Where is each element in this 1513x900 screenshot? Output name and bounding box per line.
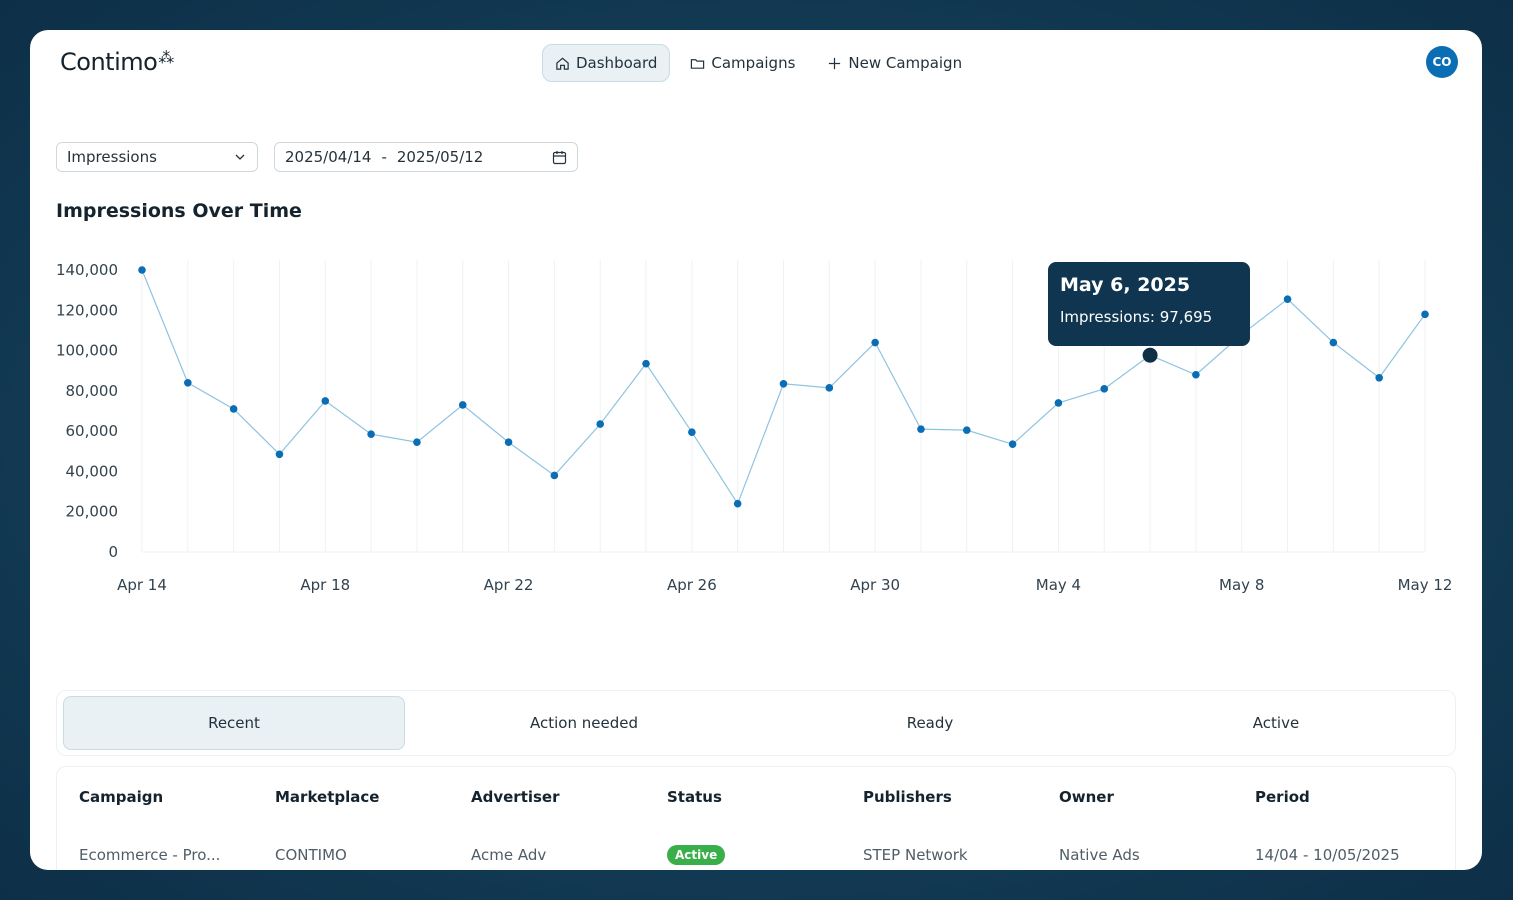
date-to: 2025/05/12: [396, 148, 484, 166]
tooltip-value: Impressions: 97,695: [1060, 308, 1213, 326]
nav-dashboard[interactable]: Dashboard: [542, 44, 671, 82]
data-point: [1100, 385, 1109, 393]
data-point: [962, 426, 971, 434]
data-point: [504, 438, 513, 447]
data-point: [1192, 370, 1200, 379]
cell-owner: Native Ads: [1059, 846, 1140, 864]
highlighted-point: [1142, 347, 1158, 363]
x-tick-label: May 4: [1036, 576, 1081, 594]
chart-tooltip: May 6, 2025 Impressions: 97,695: [1048, 262, 1250, 346]
data-point: [321, 397, 330, 405]
logo-text: Contimo: [60, 48, 158, 76]
data-point: [413, 438, 421, 447]
x-tick-label: Apr 18: [300, 576, 350, 594]
header-marketplace[interactable]: Marketplace: [275, 788, 380, 806]
table-header: Campaign Marketplace Advertiser Status P…: [57, 767, 1455, 827]
y-tick-label: 40,000: [66, 462, 119, 480]
data-point: [1054, 399, 1063, 407]
x-tick-label: Apr 14: [117, 576, 167, 594]
logo[interactable]: Contimo ⁂: [60, 47, 175, 77]
data-point: [871, 338, 879, 347]
cell-period: 14/04 - 10/05/2025: [1255, 846, 1400, 864]
cell-campaign[interactable]: Ecommerce - Pro...: [79, 846, 221, 864]
y-tick-label: 60,000: [66, 422, 119, 440]
nav-dashboard-label: Dashboard: [576, 54, 658, 72]
table-row[interactable]: Ecommerce - Pro... CONTIMO Acme Adv Acti…: [57, 827, 1455, 870]
tab-recent[interactable]: Recent: [63, 696, 405, 750]
calendar-icon[interactable]: [552, 150, 567, 165]
date-range-picker[interactable]: 2025/04/14 - 2025/05/12: [274, 142, 578, 172]
metric-select-value: Impressions: [67, 148, 157, 166]
cell-publishers: STEP Network: [863, 846, 968, 864]
data-point: [779, 380, 788, 388]
tooltip-date: May 6, 2025: [1060, 274, 1191, 296]
tab-active[interactable]: Active: [1252, 714, 1300, 732]
data-point: [825, 384, 834, 392]
data-point: [367, 430, 375, 438]
home-icon: [556, 57, 569, 70]
tab-action-needed[interactable]: Action needed: [530, 714, 638, 732]
cell-marketplace: CONTIMO: [275, 846, 347, 864]
data-point: [184, 379, 192, 387]
header-campaign[interactable]: Campaign: [79, 788, 164, 806]
avatar[interactable]: CO: [1426, 46, 1458, 78]
data-point: [1375, 373, 1383, 382]
data-point: [688, 428, 696, 436]
top-nav: Dashboard Campaigns New Campaign: [542, 44, 982, 82]
header-status[interactable]: Status: [667, 788, 722, 806]
x-tick-label: Apr 22: [484, 576, 534, 594]
cell-advertiser: Acme Adv: [471, 846, 547, 864]
header-advertiser[interactable]: Advertiser: [471, 788, 560, 806]
filters: Impressions 2025/04/14 - 2025/05/12: [56, 142, 578, 172]
logo-mark: ⁂: [158, 47, 175, 67]
y-tick-label: 0: [108, 543, 118, 561]
date-from: 2025/04/14: [285, 148, 372, 166]
x-tick-label: May 8: [1219, 576, 1264, 594]
campaign-tabs: Recent Action needed Ready Active: [56, 690, 1456, 756]
x-tick-label: Apr 30: [850, 576, 900, 594]
data-point: [733, 499, 742, 508]
date-separator: -: [381, 148, 387, 166]
nav-new-campaign[interactable]: New Campaign: [815, 45, 974, 81]
data-point: [917, 425, 925, 433]
chevron-down-icon: [235, 154, 245, 160]
data-point: [642, 359, 650, 368]
impressions-chart: 0 20,000 40,000 60,000 80,000 100,000 120,000 1…: [56, 260, 1453, 594]
chart-title: Impressions Over Time: [56, 200, 302, 222]
data-point: [229, 405, 238, 413]
campaigns-table: Campaign Marketplace Advertiser Status P…: [56, 766, 1456, 870]
y-tick-label: 80,000: [66, 382, 119, 400]
data-point: [275, 450, 284, 459]
data-point: [550, 471, 559, 480]
header-owner[interactable]: Owner: [1059, 788, 1114, 806]
cell-status: Active: [667, 845, 863, 865]
nav-new-campaign-label: New Campaign: [848, 54, 963, 72]
data-point: [596, 420, 605, 428]
y-tick-label: 100,000: [56, 342, 118, 360]
plus-icon: [829, 57, 841, 69]
header-publishers[interactable]: Publishers: [863, 788, 952, 806]
y-tick-label: 140,000: [56, 261, 118, 279]
status-badge: Active: [667, 845, 726, 865]
nav-campaigns-label: Campaigns: [711, 54, 796, 72]
header-period[interactable]: Period: [1255, 788, 1310, 806]
data-point: [138, 266, 146, 274]
x-tick-label: May 12: [1398, 576, 1453, 594]
tab-ready[interactable]: Ready: [906, 714, 954, 732]
data-point: [1421, 310, 1429, 319]
x-tick-label: Apr 26: [667, 576, 717, 594]
y-tick-label: 120,000: [56, 301, 118, 319]
data-point: [1283, 295, 1292, 304]
data-point: [1329, 338, 1338, 347]
data-point: [1008, 440, 1017, 449]
data-point: [458, 401, 467, 409]
nav-campaigns[interactable]: Campaigns: [678, 45, 807, 81]
folder-icon: [691, 58, 705, 69]
y-tick-label: 20,000: [66, 503, 119, 521]
app-window: Contimo ⁂ Dashboard Campaigns New Campai…: [30, 30, 1482, 870]
metric-select[interactable]: Impressions: [56, 142, 258, 172]
